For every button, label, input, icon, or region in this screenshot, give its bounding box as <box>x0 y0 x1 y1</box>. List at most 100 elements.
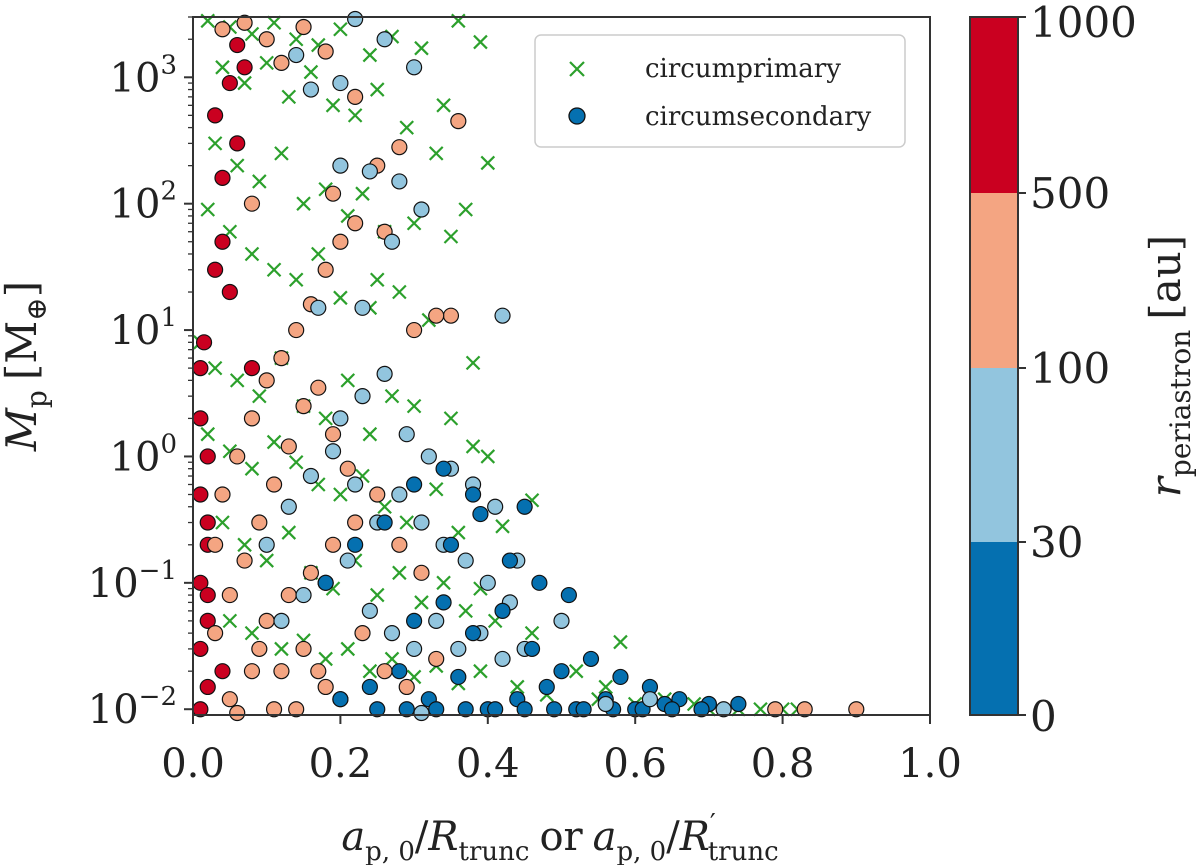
x-tick-label: 0.4 <box>456 741 520 787</box>
circumsecondary-point <box>288 321 305 339</box>
circumprimary-point <box>252 388 267 404</box>
colorbar-label-base: r <box>1141 474 1190 497</box>
y-axis-label-unit-sub: ⊕ <box>20 297 53 320</box>
circumsecondary-point <box>612 668 629 686</box>
circumsecondary-point <box>420 448 437 465</box>
y-tick-label: 101 <box>110 303 177 354</box>
circumsecondary-point <box>369 701 386 718</box>
circumsecondary-point <box>376 663 393 680</box>
y-axis-label-unit: M <box>0 321 46 364</box>
circumsecondary-point <box>258 612 275 629</box>
circumprimary-point <box>369 587 385 603</box>
circumprimary-point <box>613 634 628 650</box>
circumsecondary-point <box>494 650 511 668</box>
circumsecondary-point <box>383 233 401 250</box>
circumsecondary-point <box>435 460 452 477</box>
y-tick-label: 100 <box>110 429 177 480</box>
circumsecondary-point <box>214 169 231 186</box>
circumprimary-point <box>480 155 496 171</box>
circumsecondary-point <box>258 372 275 389</box>
circumsecondary-point <box>501 552 519 569</box>
circumsecondary-point <box>354 299 371 316</box>
circumsecondary-point <box>229 36 246 54</box>
circumprimary-point <box>428 481 444 497</box>
circumsecondary-point <box>207 625 224 642</box>
circumsecondary-point <box>317 43 334 60</box>
circumsecondary-point <box>221 74 238 92</box>
circumprimary-point <box>288 272 304 288</box>
circumsecondary-point <box>354 625 371 642</box>
circumprimary-point <box>443 411 459 426</box>
circumprimary-point <box>347 108 363 123</box>
circumsecondary-point <box>516 498 533 515</box>
colorbar: 0 30 100 500 1000 rperiastron [au] <box>969 0 1197 741</box>
circumsecondary-point <box>361 163 378 180</box>
circumsecondary-point <box>332 157 349 174</box>
circumsecondary-point <box>214 486 231 503</box>
circumsecondary-point <box>332 691 349 708</box>
x-tick-label: 0.2 <box>309 741 373 787</box>
x-axis: 0.0 0.2 0.4 0.6 0.8 1.0 <box>161 715 962 787</box>
circumsecondary-point <box>199 678 216 696</box>
circumsecondary-point <box>398 701 415 718</box>
colorbar-segment-0-30 <box>970 542 1018 715</box>
circumsecondary-point <box>442 307 460 324</box>
circumprimary-point <box>443 229 459 244</box>
circumprimary-point <box>244 246 260 262</box>
circumsecondary-point <box>317 574 334 591</box>
circumsecondary-point <box>391 663 408 680</box>
circumsecondary-point <box>302 467 320 485</box>
x-axis-label-r2-sub: trunc <box>708 837 779 865</box>
circumsecondary-point <box>317 261 334 278</box>
circumsecondary-point <box>324 443 342 460</box>
circumsecondary-point <box>428 701 445 718</box>
colorbar-frame <box>969 16 1019 716</box>
circumprimary-point <box>451 525 466 540</box>
circumsecondary-point <box>391 139 408 156</box>
circumprimary-point <box>237 75 252 91</box>
circumprimary-point <box>333 290 348 306</box>
circumsecondary-point <box>391 486 408 503</box>
x-axis-label-slash1: / <box>415 814 429 860</box>
circumsecondary-point <box>214 663 231 680</box>
circumsecondary-point <box>413 201 430 218</box>
circumsecondary-point <box>848 701 865 718</box>
circumprimary-point <box>252 174 267 189</box>
circumsecondary-point <box>693 701 710 718</box>
circumprimary-point <box>414 595 429 610</box>
circumsecondary-point <box>280 498 297 515</box>
circumsecondary-point <box>207 536 224 553</box>
circumprimary-point <box>215 515 230 530</box>
x-axis-label-a2-sub: p, 0 <box>617 837 667 865</box>
circumprimary-point <box>473 663 488 679</box>
circumprimary-point <box>406 398 422 414</box>
circumsecondary-point <box>288 46 305 64</box>
y-tick-label: 103 <box>110 50 177 101</box>
colorbar-label-unit: [au] <box>1141 235 1190 320</box>
circumprimary-point <box>753 701 768 717</box>
circumprimary-point <box>436 98 451 113</box>
circumsecondary-point <box>391 536 408 553</box>
colorbar-segment-30-100 <box>970 368 1018 542</box>
plot-frame <box>192 16 931 716</box>
circumsecondary-point <box>310 663 327 680</box>
y-axis-label-base: M <box>0 407 46 452</box>
circumsecondary-point <box>376 31 393 48</box>
circumsecondary-point <box>523 640 541 658</box>
circumsecondary-point <box>663 701 681 718</box>
circumsecondary-point <box>236 59 253 76</box>
circumsecondary-point <box>546 701 563 718</box>
circumsecondary-point <box>273 350 290 367</box>
circumprimary-point <box>266 434 282 450</box>
colorbar-segment-100-500 <box>970 193 1018 368</box>
x-axis-label-a2: a <box>593 814 617 860</box>
circumprimary-point <box>465 355 481 371</box>
circumsecondary-point <box>479 574 496 591</box>
circumsecondary-point <box>582 650 600 668</box>
circumprimary-point <box>598 679 613 695</box>
circumsecondary-point <box>199 514 216 531</box>
circumsecondary-point <box>464 625 482 642</box>
circumsecondary-point <box>214 233 231 250</box>
circumprimary-point <box>399 515 415 530</box>
